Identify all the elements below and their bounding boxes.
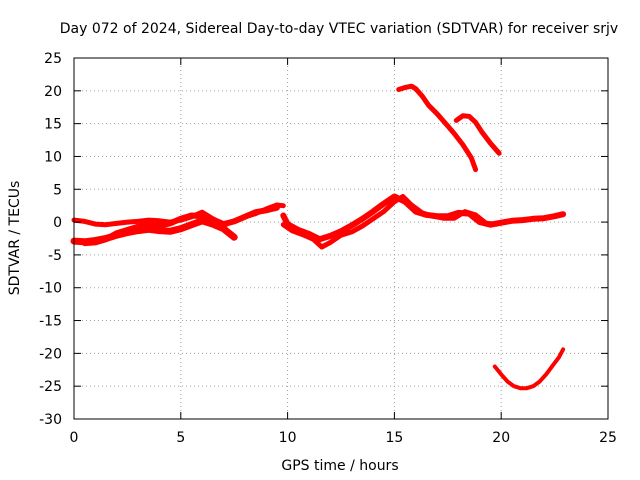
y-tick-label: -30 (39, 412, 62, 428)
x-tick-label: 15 (385, 430, 403, 446)
x-tick-label: 20 (492, 430, 510, 446)
x-axis-title: GPS time / hours (281, 458, 398, 474)
y-tick-label: 10 (44, 149, 62, 165)
grid-lines (74, 58, 608, 419)
series-line-lower-arc (492, 347, 566, 391)
x-tick-label: 25 (599, 430, 617, 446)
y-tick-label: 25 (44, 51, 62, 67)
series-line-upper-arc-2 (453, 113, 502, 156)
y-tick-label: 20 (44, 84, 62, 100)
y-tick-label: 5 (53, 182, 62, 198)
series-line-upper-arc-1 (396, 83, 479, 173)
x-tick-label: 10 (279, 430, 297, 446)
y-tick-label: -25 (39, 379, 62, 395)
axis-ticks (73, 57, 609, 420)
chart-title: Day 072 of 2024, Sidereal Day-to-day VTE… (60, 21, 618, 37)
y-axis-title: SDTVAR / TECUs (7, 181, 23, 296)
y-tick-label: -15 (39, 314, 62, 330)
y-tick-label: 0 (53, 215, 62, 231)
series-line-band-b2 (280, 194, 500, 250)
y-tick-label: 15 (44, 117, 62, 133)
series-line-band-b1 (280, 193, 567, 243)
y-tick-label: -10 (39, 281, 62, 297)
plot-area-frame (73, 57, 609, 420)
x-tick-label: 0 (70, 430, 79, 446)
y-tick-label: -5 (48, 248, 62, 264)
y-tick-label: -20 (39, 346, 62, 362)
data-series (70, 83, 567, 391)
y-axis-tick-labels: -30 -25 -20 -15 -10 -5 0 5 10 15 20 25 (39, 51, 62, 428)
x-tick-label: 5 (176, 430, 185, 446)
x-axis-tick-labels: 0 5 10 15 20 25 (70, 430, 617, 446)
series-line-band-middle-a (81, 204, 280, 247)
